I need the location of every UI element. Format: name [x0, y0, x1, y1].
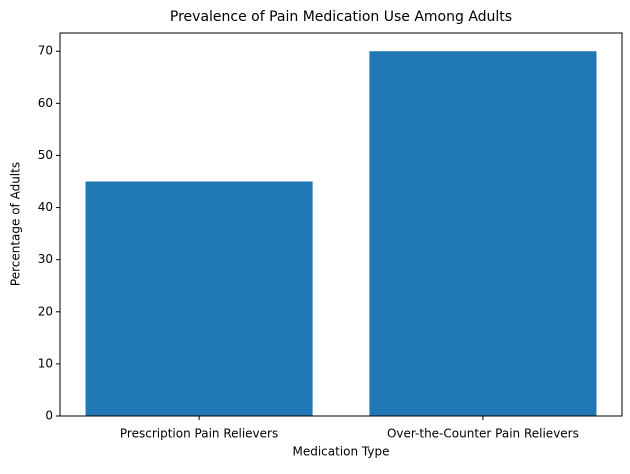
y-tick-label: 50: [38, 148, 53, 162]
chart-title: Prevalence of Pain Medication Use Among …: [170, 9, 512, 25]
bar: [369, 51, 597, 416]
plot-frame: [59, 32, 623, 417]
y-tick-label: 30: [38, 252, 53, 266]
bar: [85, 181, 313, 416]
y-axis-label: Percentage of Adults: [9, 162, 23, 286]
y-tick-label: 0: [45, 409, 53, 423]
y-tick-label: 20: [38, 304, 53, 318]
x-tick-label: Prescription Pain Relievers: [120, 427, 278, 441]
x-tick-label: Over-the-Counter Pain Relievers: [387, 427, 579, 441]
y-tick-label: 60: [38, 96, 53, 110]
y-tick-label: 70: [38, 44, 53, 58]
x-axis-label: Medication Type: [292, 445, 389, 459]
y-tick-label: 40: [38, 200, 53, 214]
y-tick-label: 10: [38, 356, 53, 370]
